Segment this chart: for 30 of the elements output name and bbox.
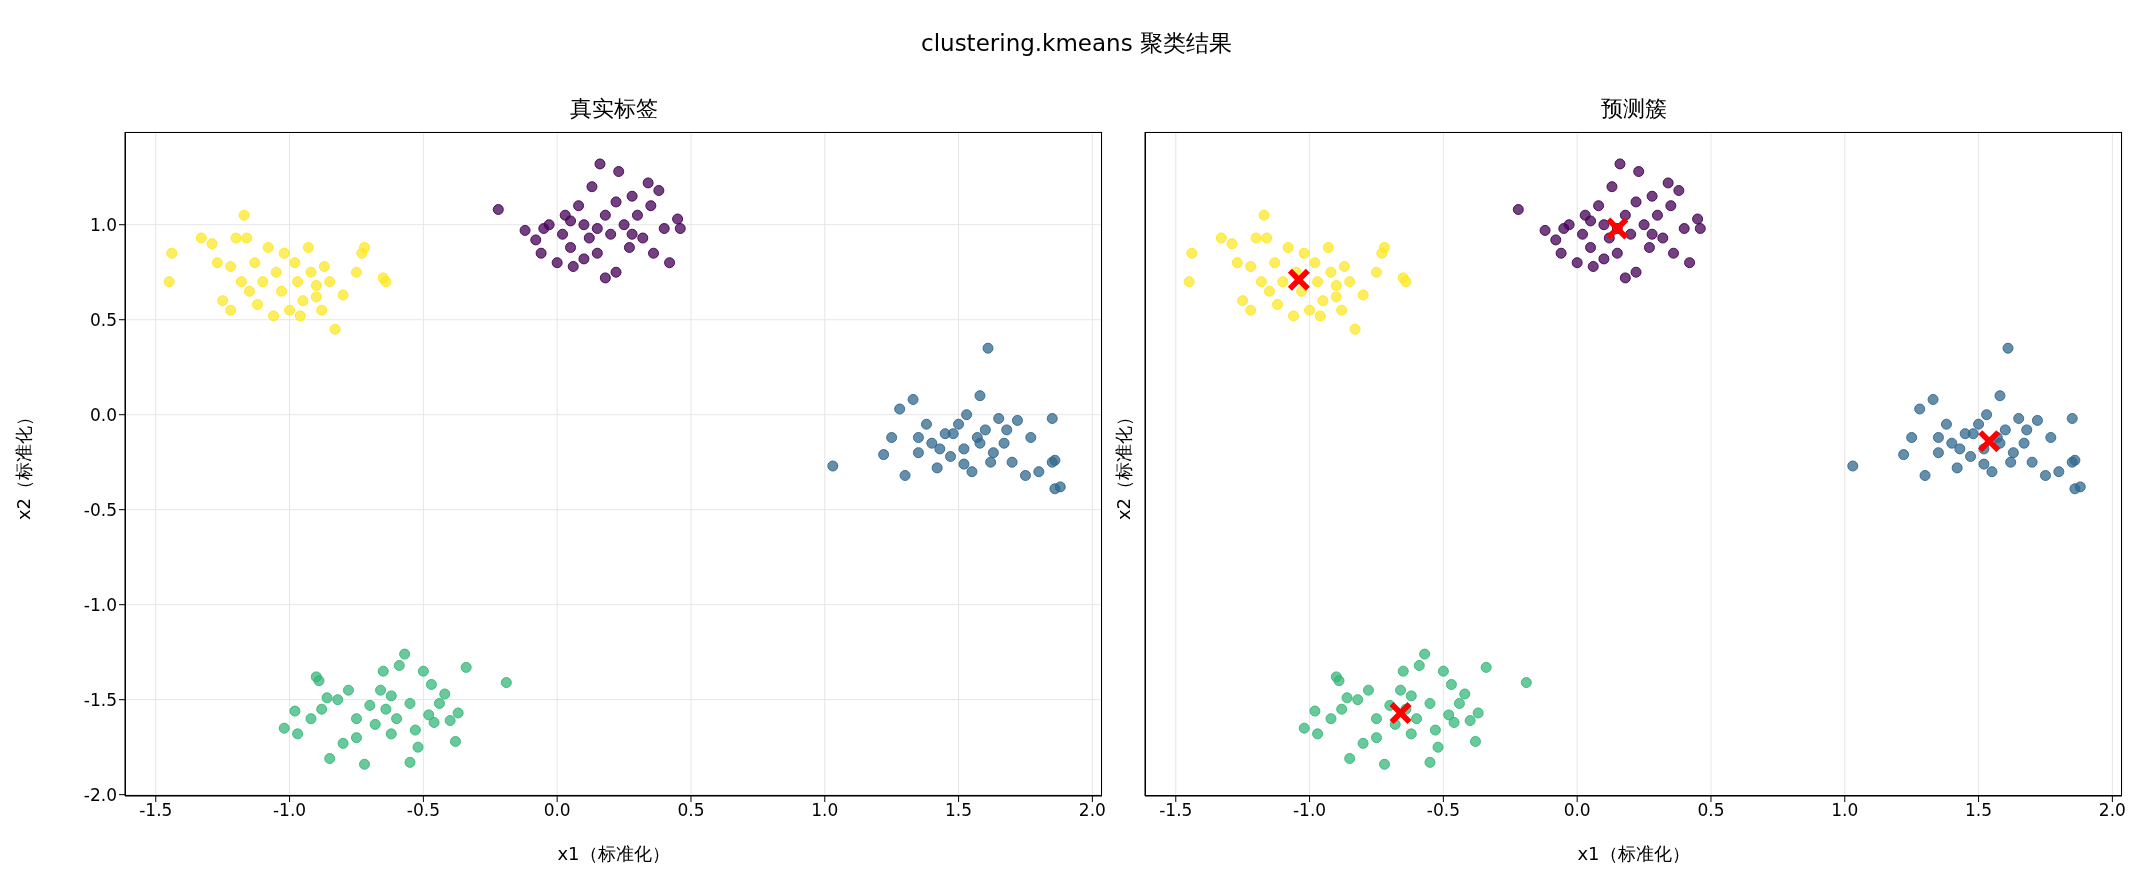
x-axis-title: x1（标准化） [557, 843, 670, 864]
x-tick-label: 0.5 [677, 800, 705, 821]
x-tick-label: 2.0 [2098, 800, 2126, 821]
x-tick-label: -1.0 [272, 800, 307, 821]
chart-title: 真实标签 [568, 95, 659, 123]
y-tick-label: 0.0 [89, 404, 117, 425]
x-tick-label: 1.5 [1965, 800, 1993, 821]
x-tick-label: -1.0 [1292, 800, 1327, 821]
y-tick-label: -0.5 [83, 499, 117, 520]
y-tick-label: -1.5 [83, 689, 117, 710]
text: clustering.kmeans 聚类结果 [920, 29, 1233, 58]
x-axis-title: x1（标准化） [1577, 843, 1690, 864]
y-tick-label: -1.0 [83, 594, 117, 615]
x-tick-label: 0.0 [1563, 800, 1591, 821]
y-axis-title: x2（标准化） [1113, 407, 1135, 521]
x-tick-label: 1.0 [811, 800, 839, 821]
y-tick-label: -2.0 [83, 784, 117, 805]
x-tick-label: -1.5 [1159, 800, 1193, 821]
y-axis-title: x2（标准化） [13, 407, 35, 521]
x-tick-label: -1.5 [139, 800, 173, 821]
x-tick-label: 2.0 [1078, 800, 1106, 821]
x-tick-label: -0.5 [1426, 800, 1460, 821]
chart-title: 预测簇 [1599, 95, 1668, 123]
x-tick-label: 1.0 [1831, 800, 1859, 821]
y-tick-label: 1.0 [89, 214, 117, 235]
x-tick-label: 0.5 [1697, 800, 1725, 821]
x-tick-label: 1.5 [945, 800, 973, 821]
x-tick-label: 0.0 [543, 800, 571, 821]
y-tick-label: 0.5 [89, 309, 117, 330]
x-tick-label: -0.5 [406, 800, 440, 821]
